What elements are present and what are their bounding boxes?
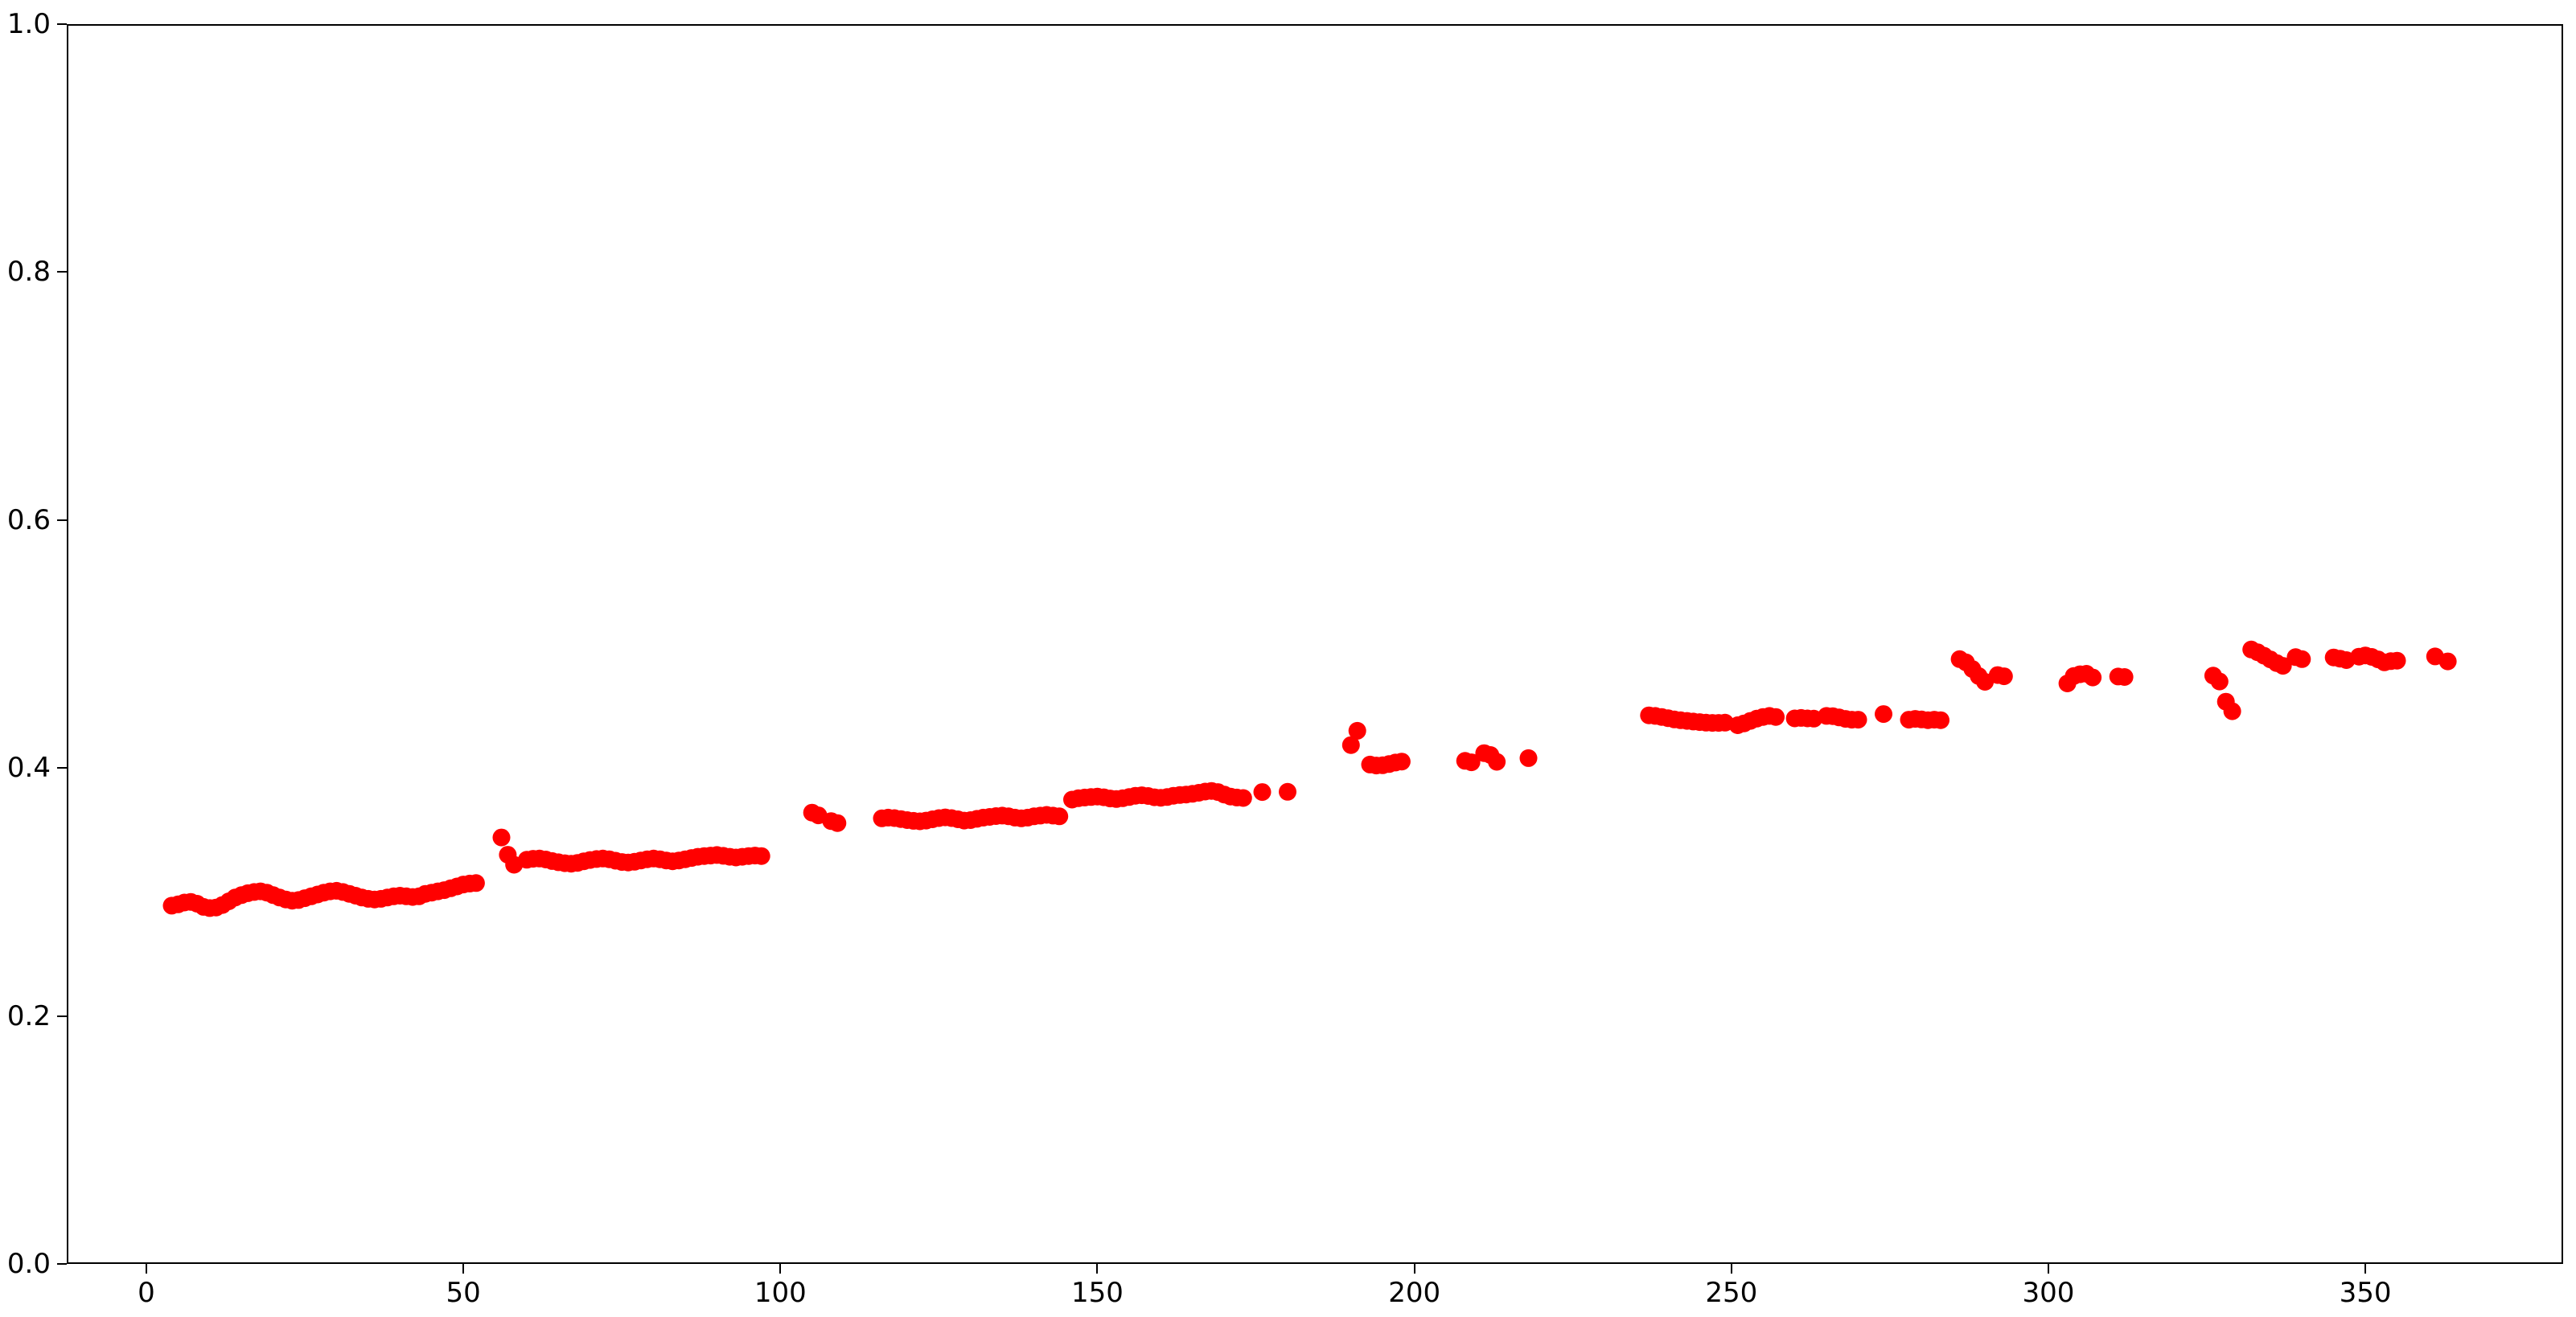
data-point [1348,721,1366,740]
y-tick-label: 0.4 [6,752,51,785]
data-point [2115,668,2134,686]
data-point [1932,711,1949,729]
data-point [1392,753,1411,771]
x-tick-label: 250 [1705,1277,1758,1309]
x-tick [2047,1264,2049,1274]
data-point [1050,807,1069,826]
x-tick-label: 100 [754,1277,807,1309]
data-point [466,874,485,892]
x-tick-label: 200 [1388,1277,1441,1309]
y-tick [57,519,67,521]
data-point [1519,749,1538,767]
y-tick [57,767,67,769]
y-tick-label: 0.2 [6,999,51,1032]
scatter-points [162,640,2457,917]
data-point [1462,753,1481,772]
data-point [1488,753,1506,771]
x-tick-label: 150 [1071,1277,1124,1309]
x-tick [2364,1264,2367,1274]
data-point [1995,667,2013,686]
x-tick-label: 350 [2339,1277,2392,1309]
data-point [752,847,770,865]
x-tick [1096,1264,1099,1274]
y-tick-label: 1.0 [6,8,51,40]
y-tick-label: 0.6 [6,503,51,536]
data-point [2293,650,2311,668]
y-tick-label: 0.0 [6,1248,51,1280]
data-point [828,814,847,832]
data-point [1253,783,1272,802]
data-point [1341,736,1360,754]
plot-area [67,24,2563,1264]
data-point [1234,789,1252,807]
data-point [1849,711,1867,729]
x-tick-label: 50 [446,1277,481,1309]
y-tick [57,271,67,273]
data-point [2388,651,2406,670]
data-point [2210,672,2229,691]
x-tick-label: 0 [138,1277,155,1309]
y-tick-label: 0.8 [6,256,51,289]
data-point [2084,668,2102,687]
x-tick [779,1264,782,1274]
data-point [1875,705,1892,724]
x-tick [462,1264,465,1274]
y-tick [57,1015,67,1017]
data-point [2274,657,2292,675]
data-point [2438,652,2457,671]
x-tick [146,1264,147,1274]
x-tick [1413,1264,1415,1274]
data-point [1279,782,1296,801]
x-tick-label: 300 [2022,1277,2075,1309]
data-point [492,828,511,847]
data-point [2223,702,2241,720]
x-tick [1730,1264,1732,1274]
data-point [1767,708,1785,726]
y-tick [57,1263,67,1265]
y-tick [57,23,67,25]
